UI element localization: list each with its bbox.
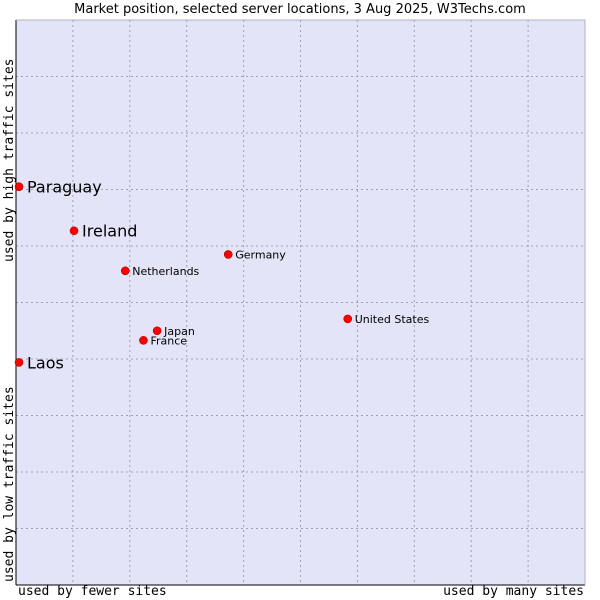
point-japan: Japan xyxy=(152,325,195,338)
point-france: France xyxy=(139,334,187,347)
point-marker xyxy=(14,182,24,191)
point-marker xyxy=(69,226,79,236)
chart-title: Market position, selected server locatio… xyxy=(74,2,526,17)
grid-lines xyxy=(16,20,585,585)
point-marker xyxy=(14,358,24,367)
point-marker xyxy=(120,266,130,276)
point-label: Japan xyxy=(163,325,195,338)
point-label: Germany xyxy=(235,248,286,261)
point-united-states: United States xyxy=(343,313,430,326)
point-laos: Laos xyxy=(14,353,64,372)
point-label: Paraguay xyxy=(27,178,102,197)
x-axis-label-right: used by many sites xyxy=(443,584,584,599)
point-germany: Germany xyxy=(223,248,286,261)
point-label: Laos xyxy=(27,353,64,372)
point-marker xyxy=(139,336,148,345)
point-paraguay: Paraguay xyxy=(14,178,102,197)
point-label: France xyxy=(150,334,187,347)
x-axis-label-left: used by fewer sites xyxy=(18,584,167,599)
point-marker xyxy=(343,314,353,324)
point-label: Ireland xyxy=(82,222,137,241)
point-ireland: Ireland xyxy=(69,222,137,241)
point-label: Netherlands xyxy=(132,265,199,278)
data-points: Paraguay Ireland Germany Netherlands United … xyxy=(14,178,430,372)
point-netherlands: Netherlands xyxy=(120,265,200,278)
y-axis-label-bottom: used by low traffic sites xyxy=(2,386,17,582)
point-marker xyxy=(152,326,162,336)
point-marker xyxy=(223,250,233,259)
axes xyxy=(15,19,586,586)
y-axis-label-top: used by high traffic sites xyxy=(2,58,17,263)
point-label: United States xyxy=(355,313,430,326)
